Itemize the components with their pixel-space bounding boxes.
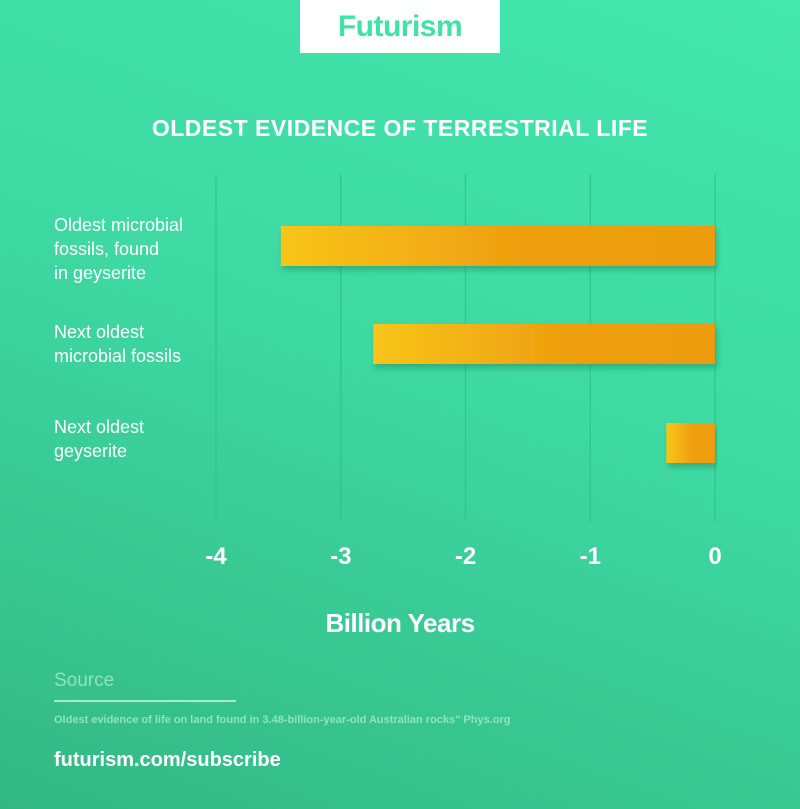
x-tick-label: -3 <box>330 543 351 570</box>
futurism-logo: Futurism <box>300 0 500 53</box>
bar <box>280 226 715 266</box>
x-tick-label: 0 <box>708 543 721 570</box>
source-text: Oldest evidence of life on land found in… <box>54 714 511 726</box>
x-tick-label: -2 <box>455 543 476 570</box>
x-axis-label: Billion Years <box>325 608 475 638</box>
chart-title: OLDEST EVIDENCE OF TERRESTRIAL LIFE <box>151 115 649 141</box>
category-label-line: Next oldest <box>54 417 145 437</box>
category-label-line: microbial fossils <box>54 346 182 366</box>
category-label-line: Oldest microbial <box>54 215 184 235</box>
source-heading: Source <box>54 670 115 691</box>
source-divider <box>54 700 236 702</box>
x-tick-label: -4 <box>205 543 227 570</box>
category-label: Next oldest geyserite <box>54 415 144 463</box>
category-label-line: Next oldest <box>54 322 145 342</box>
x-tick-label: -1 <box>580 543 601 570</box>
category-label: Oldest microbial fossils, found in geyseri… <box>54 213 183 285</box>
category-label-line: geyserite <box>54 441 128 461</box>
category-label-line: fossils, found <box>54 239 160 259</box>
category-label: Next oldest microbial fossils <box>54 320 181 368</box>
bar <box>666 423 715 463</box>
bar <box>373 324 715 364</box>
subscribe-link[interactable]: futurism.com/subscribe <box>54 749 281 771</box>
category-label-line: in geyserite <box>54 263 147 283</box>
